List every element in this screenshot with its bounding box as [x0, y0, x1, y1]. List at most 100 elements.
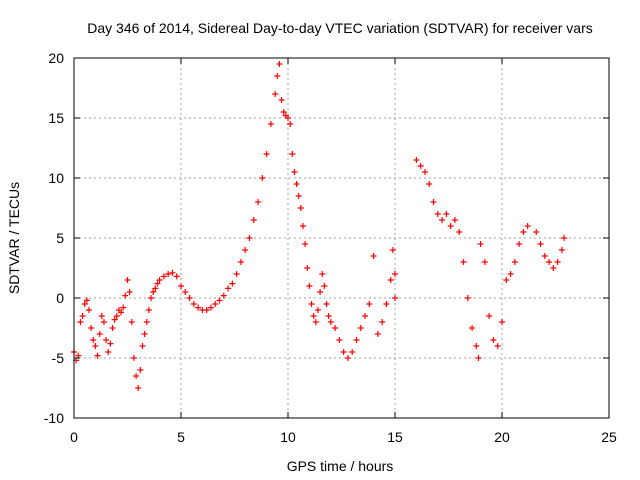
data-point — [439, 217, 446, 223]
data-point — [156, 277, 163, 283]
data-point — [225, 285, 232, 292]
data-point — [473, 343, 480, 349]
data-point — [469, 325, 476, 331]
data-point — [308, 301, 315, 307]
data-point — [387, 277, 394, 283]
data-point — [137, 367, 144, 373]
data-point — [92, 343, 99, 349]
data-point — [499, 319, 505, 325]
y-tick-label: 20 — [48, 50, 64, 66]
data-point — [451, 217, 458, 223]
data-point — [267, 121, 274, 127]
y-tick-label: 5 — [56, 230, 64, 246]
data-point — [128, 319, 135, 325]
y-tick-label: 10 — [48, 170, 64, 186]
grid-lines — [74, 58, 609, 418]
data-point — [233, 271, 240, 277]
data-point — [278, 97, 285, 103]
data-point — [426, 181, 433, 187]
data-point — [558, 247, 565, 253]
data-point — [287, 121, 294, 127]
data-point — [280, 109, 287, 115]
data-point — [143, 319, 150, 325]
y-tick-label: -10 — [44, 410, 64, 426]
x-tick-label: 25 — [601, 429, 617, 445]
data-point — [413, 157, 420, 163]
data-point — [255, 199, 262, 205]
data-point — [417, 163, 424, 169]
data-point — [229, 280, 236, 287]
data-point — [516, 241, 523, 247]
data-point — [295, 193, 302, 199]
data-point — [456, 229, 463, 235]
data-point — [554, 259, 561, 265]
data-point — [306, 283, 313, 289]
data-point — [100, 319, 107, 325]
data-point — [537, 241, 544, 247]
data-point — [520, 229, 527, 235]
data-point — [464, 295, 471, 301]
data-point — [124, 277, 131, 283]
data-point — [263, 151, 270, 157]
data-point — [120, 304, 127, 311]
data-point — [481, 259, 488, 265]
data-point — [173, 273, 180, 280]
data-point — [165, 271, 172, 277]
data-point — [81, 301, 88, 307]
data-point — [357, 325, 364, 331]
x-tick-label: 15 — [387, 429, 403, 445]
data-point — [130, 355, 137, 361]
data-point — [90, 337, 97, 343]
data-point — [182, 289, 189, 295]
data-point — [524, 223, 531, 229]
data-point — [289, 151, 296, 157]
data-point — [203, 307, 210, 313]
data-point — [421, 169, 428, 175]
data-point — [274, 73, 281, 79]
data-point — [366, 301, 373, 307]
data-point — [314, 307, 321, 313]
x-tick-label: 0 — [70, 429, 78, 445]
data-point — [160, 273, 167, 280]
y-tick-label: 0 — [56, 290, 64, 306]
data-point — [310, 313, 317, 319]
data-point — [447, 223, 454, 229]
data-point — [304, 265, 311, 271]
data-point — [541, 253, 548, 259]
data-point — [94, 352, 101, 359]
data-point — [344, 355, 351, 361]
data-point — [336, 337, 343, 343]
data-point — [507, 271, 514, 277]
data-point — [362, 313, 369, 319]
data-point — [122, 292, 129, 299]
data-point — [220, 292, 227, 299]
data-point — [285, 115, 291, 121]
data-point — [490, 337, 497, 343]
y-axis-label: SDTVAR / TECUs — [6, 182, 22, 294]
data-points — [71, 61, 568, 391]
data-point — [190, 301, 197, 307]
data-point — [150, 289, 157, 295]
data-point — [392, 271, 398, 277]
data-point — [169, 269, 176, 276]
data-point — [96, 331, 103, 337]
data-point — [332, 325, 339, 331]
data-point — [353, 337, 360, 343]
data-point — [486, 313, 493, 319]
data-point — [250, 217, 257, 223]
data-point — [302, 241, 309, 247]
data-point — [374, 331, 381, 337]
data-point — [178, 283, 184, 289]
data-point — [105, 349, 112, 355]
data-point — [533, 229, 540, 235]
data-point — [126, 289, 133, 295]
data-point — [186, 295, 193, 301]
data-point — [443, 211, 450, 217]
data-point — [546, 259, 553, 265]
x-tick-label: 20 — [494, 429, 510, 445]
data-point — [340, 349, 347, 355]
data-point — [317, 289, 324, 295]
data-point — [152, 285, 159, 292]
data-point — [293, 181, 300, 187]
data-point — [133, 373, 140, 379]
